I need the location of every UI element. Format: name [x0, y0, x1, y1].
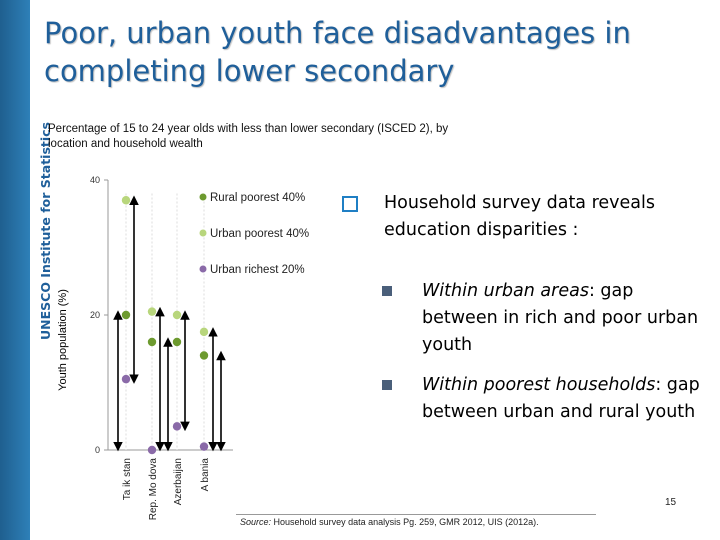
category-label: Ta ik stan	[122, 458, 133, 500]
square-bullet-icon	[382, 286, 392, 296]
source-prefix: Source:	[240, 517, 272, 527]
main-bullet-text: Household survey data reveals education …	[384, 193, 656, 240]
source-note: Source: Household survey data analysis P…	[240, 517, 539, 527]
data-point	[121, 196, 131, 205]
sub-bullet-urban-text: Within urban areas: gap between in rich …	[422, 278, 702, 359]
square-bullet-icon	[382, 380, 392, 390]
left-accent-bar	[0, 0, 30, 540]
checkbox-bullet-icon	[342, 196, 358, 212]
category-label: Azerbaijan	[173, 458, 184, 505]
source-divider	[236, 514, 596, 515]
source-text: Household survey data analysis Pg. 259, …	[271, 517, 539, 527]
data-point	[147, 337, 157, 347]
scatter-chart: Youth population (%) 0 20 40 Rural poorest…	[57, 175, 326, 521]
data-point	[172, 337, 182, 347]
y-tick-label: 40	[90, 175, 100, 185]
category-label: A bania	[200, 458, 211, 492]
data-point	[172, 310, 182, 320]
slide-title: Poor, urban youth face disadvantages in …	[44, 16, 631, 88]
data-point	[147, 445, 157, 455]
data-point	[147, 307, 157, 316]
legend-box	[226, 186, 326, 294]
legend-marker	[199, 193, 207, 201]
chart-subtitle: Percentage of 15 to 24 year olds with le…	[48, 123, 449, 150]
sub-bullet-urban-rest: : gap between in rich and poor urban you…	[422, 281, 699, 355]
data-point	[199, 351, 209, 360]
page-number: 15	[665, 497, 677, 508]
legend-marker	[199, 229, 207, 237]
data-point	[121, 374, 131, 384]
y-tick-label: 20	[90, 310, 100, 320]
data-point	[121, 310, 131, 320]
legend-label: Rural poorest 40%	[210, 192, 305, 204]
legend-label: Urban poorest 40%	[210, 228, 309, 240]
y-axis-label: Youth population (%)	[57, 289, 69, 391]
sub-bullet-poorest-text: Within poorest households: gap between u…	[422, 372, 702, 426]
sub-bullet-urban-italic: Within urban areas	[422, 281, 589, 301]
legend-label: Urban richest 20%	[210, 264, 305, 276]
sub-bullet-poorest-italic: Within poorest households	[422, 375, 656, 395]
data-point	[172, 422, 182, 431]
legend-marker	[199, 265, 207, 273]
sub-bullet-poorest-rest: : gap between urban and rural youth	[422, 375, 700, 422]
data-point	[199, 327, 209, 337]
y-tick-label: 0	[95, 445, 100, 455]
category-label: Rep. Mo dova	[148, 458, 159, 521]
data-point	[199, 442, 209, 451]
